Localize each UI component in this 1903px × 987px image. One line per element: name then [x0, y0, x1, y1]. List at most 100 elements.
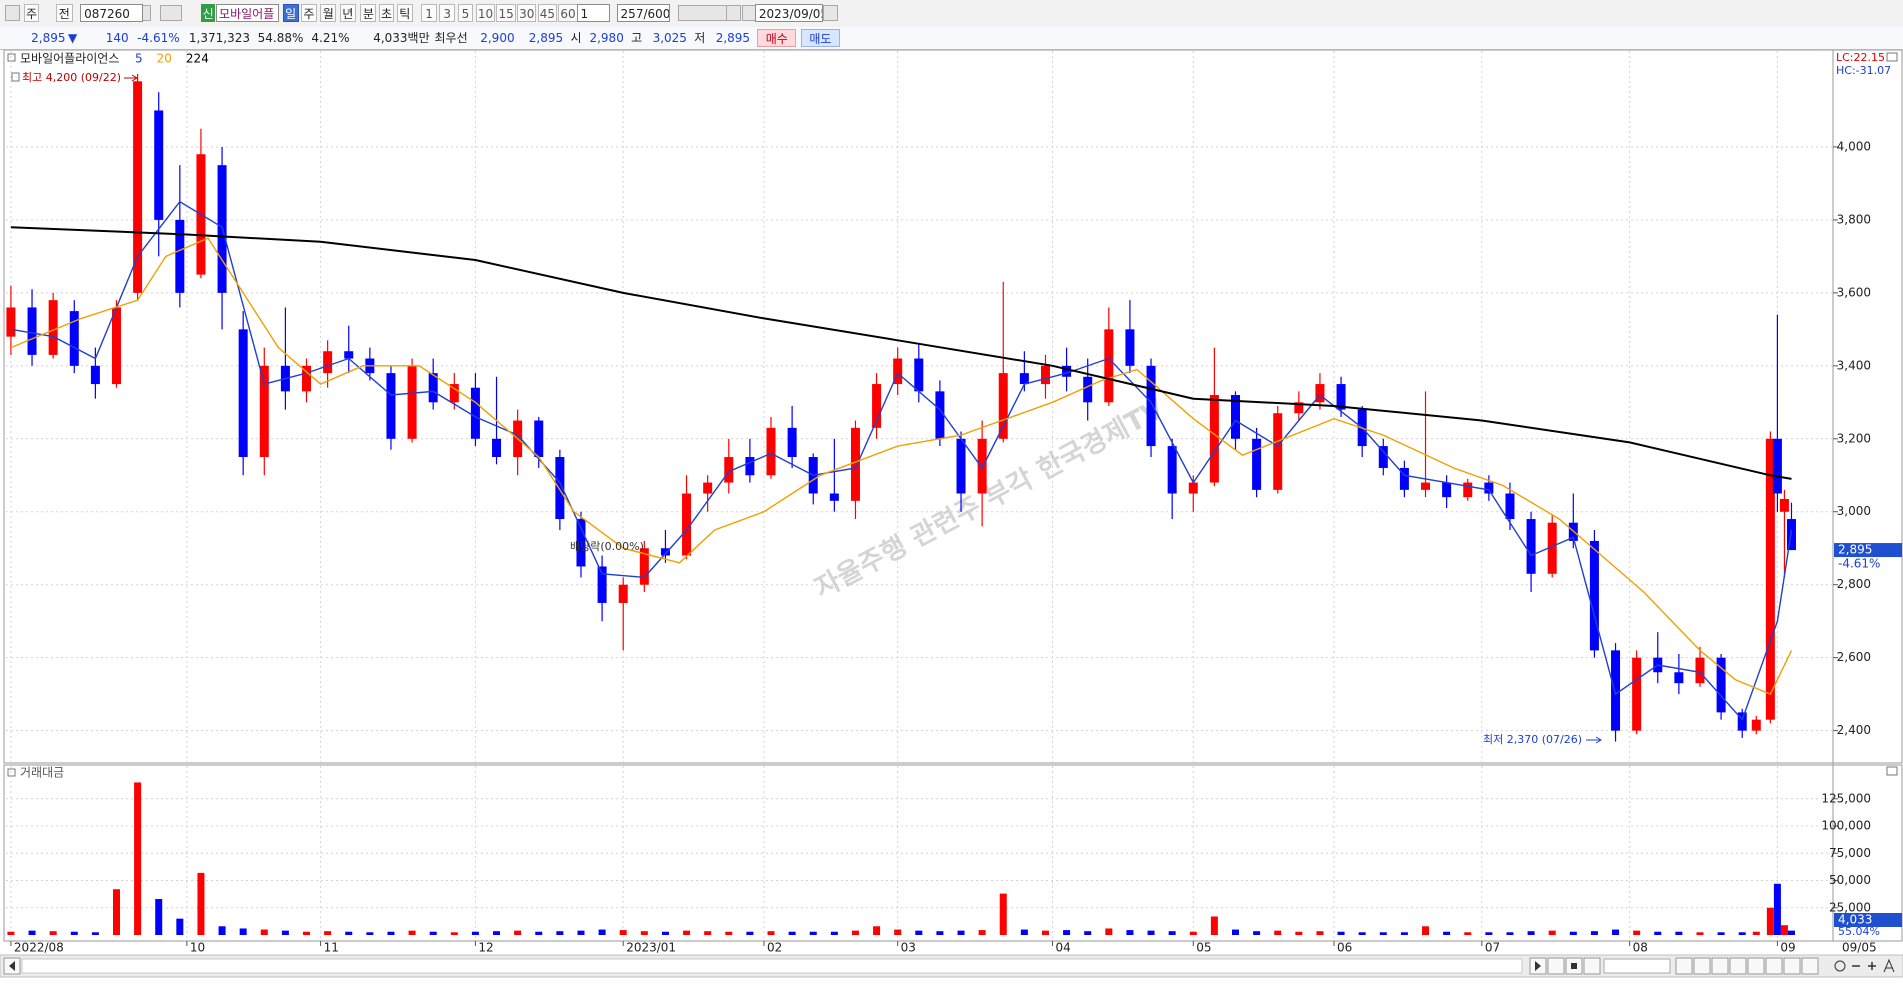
candle-body: [407, 365, 417, 439]
lc-label: LC:22.15: [1836, 51, 1885, 64]
volume-bar: [91, 932, 99, 935]
buy-button[interactable]: 매수: [757, 29, 797, 47]
y-tick-label: 3,600: [1837, 285, 1871, 299]
y-tick-label: 4,000: [1837, 139, 1871, 153]
candle-body: [1252, 438, 1262, 490]
volume-bar: [746, 931, 754, 935]
rewind-button[interactable]: [1547, 957, 1565, 975]
tool-button[interactable]: [1783, 957, 1801, 975]
candle-body: [1716, 657, 1726, 713]
toolbar-item[interactable]: 틱: [396, 4, 413, 22]
arrow-icon: [1535, 961, 1541, 971]
toolbar-item[interactable]: 1: [576, 4, 611, 22]
x-tick-label: 2022/08: [14, 941, 64, 955]
candle-body: [1737, 712, 1747, 731]
candle-body: [1505, 493, 1515, 520]
zoom-buttons[interactable]: [1852, 962, 1876, 970]
nav-button[interactable]: [160, 5, 182, 21]
volume-bar: [1527, 931, 1535, 935]
volume-bar: [324, 931, 332, 935]
toolbar-item[interactable]: 년: [339, 4, 356, 22]
toolbar-item[interactable]: 월: [320, 4, 337, 22]
annotation-arrow: [1586, 736, 1602, 744]
x-tick-label: 10: [190, 941, 205, 955]
volume-bar: [239, 928, 247, 935]
candle-body: [1463, 482, 1473, 498]
toolbar-item[interactable]: 3: [439, 4, 456, 22]
quote-field: 2,895: [528, 31, 564, 45]
panel-button[interactable]: [1886, 52, 1898, 62]
toolbar-item[interactable]: 15: [496, 4, 516, 22]
toolbar-item[interactable]: 10: [475, 4, 496, 22]
volume-bar: [1063, 930, 1071, 935]
toolbar-item[interactable]: 전: [55, 4, 73, 22]
panel-button[interactable]: [1886, 766, 1898, 776]
volume-bar: [366, 932, 374, 935]
panel-icon[interactable]: [7, 768, 16, 777]
volume-bar: [1379, 932, 1387, 935]
candle-body: [1772, 438, 1782, 494]
panel-icon[interactable]: [7, 53, 16, 62]
volume-bar: [197, 872, 205, 935]
annotation-icon: [11, 72, 20, 82]
volume-bar: [134, 782, 142, 935]
zoom-slider[interactable]: [1603, 958, 1671, 974]
save-button[interactable]: [726, 5, 741, 21]
toolbar-item[interactable]: 주: [300, 4, 317, 22]
tool-button[interactable]: [1765, 957, 1783, 975]
candle-body: [6, 307, 16, 337]
toolbar-item[interactable]: 초: [378, 4, 395, 22]
volume-bar: [514, 930, 522, 935]
scroll-track[interactable]: [21, 958, 1523, 974]
candle-body: [27, 307, 37, 355]
stop-icon: [1571, 963, 1577, 969]
volume-bar: [556, 931, 564, 935]
toolbar-item[interactable]: 주: [24, 4, 39, 22]
volume-tag: 4,033: [1838, 913, 1872, 927]
candle-body: [1230, 395, 1240, 439]
font-button[interactable]: [1883, 958, 1895, 973]
volume-bar: [999, 893, 1007, 935]
toolbar-item[interactable]: 087260: [80, 4, 144, 22]
candle-body: [534, 420, 544, 458]
tool-button[interactable]: [1711, 957, 1729, 975]
candle-body: [914, 358, 924, 392]
toolbar-item[interactable]: 30: [517, 4, 537, 22]
candle-body: [133, 81, 143, 293]
forward-button[interactable]: [1583, 957, 1601, 975]
toolbar-item[interactable]: 45: [537, 4, 558, 22]
sell-button[interactable]: 매도: [801, 29, 840, 47]
toolbar-item[interactable]: 257/600: [616, 4, 670, 22]
toolbar-item[interactable]: 60: [558, 4, 578, 22]
candle-body: [470, 387, 480, 439]
tool-button[interactable]: [1729, 957, 1747, 975]
candle-body: [175, 219, 185, 293]
zoom-icon[interactable]: [1834, 960, 1846, 972]
tool-button[interactable]: [1747, 957, 1765, 975]
calendar-button[interactable]: [823, 5, 838, 21]
volume-bar: [429, 931, 437, 935]
volume-bar: [49, 931, 57, 935]
tool-button[interactable]: [1675, 957, 1693, 975]
tool-button[interactable]: [1693, 957, 1711, 975]
volume-bar: [176, 918, 184, 935]
low-annotation: 최저 2,370 (07/26): [1483, 733, 1582, 746]
toolbar-item[interactable]: 1: [421, 4, 437, 22]
toolbar-item[interactable]: 일: [282, 4, 299, 22]
volume-bar: [915, 930, 923, 935]
tool-buttons[interactable]: [678, 5, 728, 21]
volume-bar: [1295, 931, 1303, 935]
volume-bar: [809, 931, 817, 935]
toolbar-item[interactable]: 신: [201, 4, 215, 22]
tool-button[interactable]: [1801, 957, 1819, 975]
toolbar-item[interactable]: 모바일어플: [216, 4, 280, 22]
candle-body: [428, 373, 438, 403]
menu-icon[interactable]: [5, 5, 20, 21]
quote-field: 4.21%: [311, 31, 350, 45]
candle-body: [1442, 482, 1452, 498]
toolbar-item[interactable]: 분: [360, 4, 377, 22]
toolbar-item[interactable]: 5: [457, 4, 474, 22]
toolbar-item[interactable]: 2023/09/05: [754, 4, 823, 22]
volume-bar: [1422, 926, 1430, 935]
volume-bar: [788, 931, 796, 935]
